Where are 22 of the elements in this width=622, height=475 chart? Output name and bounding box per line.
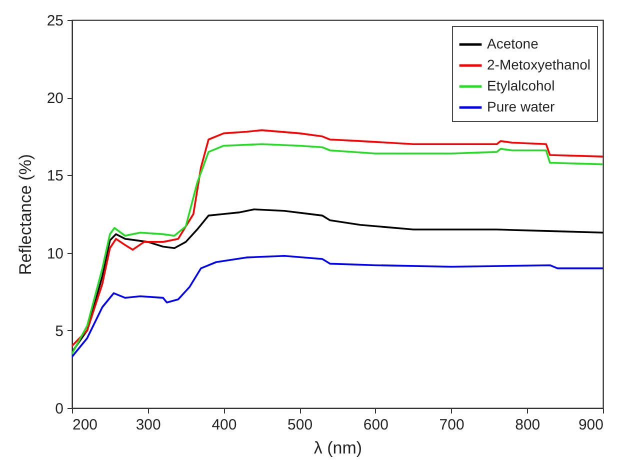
x-tick-label: 300: [136, 416, 161, 434]
legend-label: Acetone: [487, 36, 539, 52]
x-tick-label: 800: [515, 416, 540, 434]
x-tick-label: 600: [363, 416, 388, 434]
y-tick-label: 10: [46, 245, 64, 262]
y-tick-label: 25: [46, 12, 64, 30]
y-axis-title: Reflectance (%): [16, 154, 35, 275]
line-series: [72, 255, 603, 358]
y-tick-label: 20: [46, 90, 64, 108]
y-tick-label: 5: [55, 322, 64, 340]
x-axis-title: λ (nm): [314, 438, 362, 458]
x-tick-label: 400: [212, 416, 237, 434]
legend-label: Etylalcohol: [487, 78, 555, 94]
x-tick-label: 900: [578, 416, 604, 434]
x-tick-label: 500: [288, 416, 313, 434]
x-tick-label: 700: [439, 416, 464, 434]
line-series: [72, 208, 603, 354]
x-tick-label: 200: [72, 416, 98, 434]
y-tick-label: 0: [55, 400, 64, 418]
legend-label: 2-Metoxyethanol: [487, 56, 591, 72]
legend-label: Pure water: [487, 98, 556, 114]
y-tick-label: 15: [46, 168, 64, 185]
